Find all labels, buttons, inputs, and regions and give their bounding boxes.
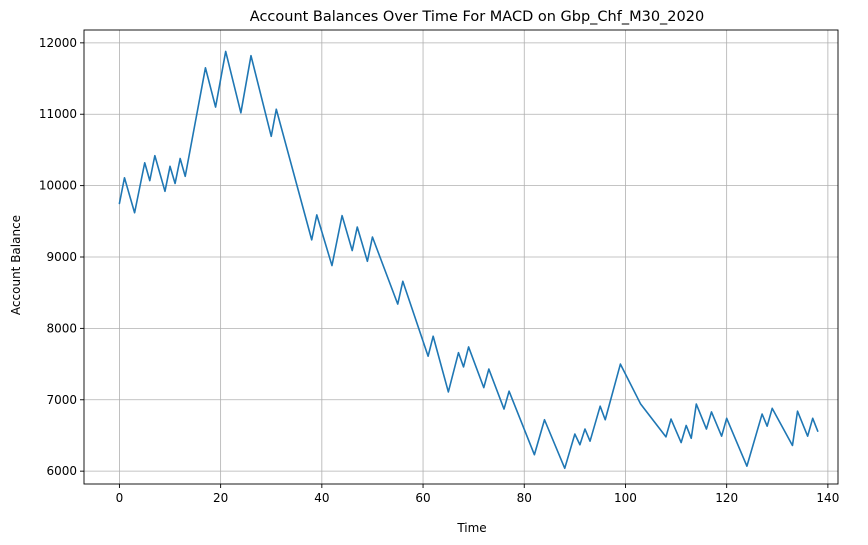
y-tick-label: 12000 <box>39 36 77 50</box>
chart-title: Account Balances Over Time For MACD on G… <box>250 9 704 25</box>
y-tick-label: 10000 <box>39 179 77 193</box>
y-axis-label: Account Balance <box>9 215 23 315</box>
y-tick-label: 7000 <box>46 393 77 407</box>
x-tick-label: 80 <box>517 491 532 505</box>
series-line <box>118 50 819 470</box>
axis-ticks: 0 20 40 60 80 100 120 140 6000 7000 8000 9000 10000 1… <box>39 36 840 505</box>
x-tick-label: 20 <box>213 491 228 505</box>
y-tick-label: 6000 <box>46 464 77 478</box>
y-tick-label: 11000 <box>39 107 77 121</box>
x-axis-label: Time <box>456 521 486 535</box>
y-tick-label: 8000 <box>46 321 77 335</box>
y-tick-label: 9000 <box>46 250 77 264</box>
x-tick-label: 120 <box>715 491 738 505</box>
x-tick-label: 60 <box>415 491 430 505</box>
x-tick-label: 40 <box>314 491 329 505</box>
x-tick-label: 0 <box>116 491 124 505</box>
x-tick-label: 140 <box>816 491 839 505</box>
x-tick-label: 100 <box>614 491 637 505</box>
gridlines <box>84 30 838 484</box>
